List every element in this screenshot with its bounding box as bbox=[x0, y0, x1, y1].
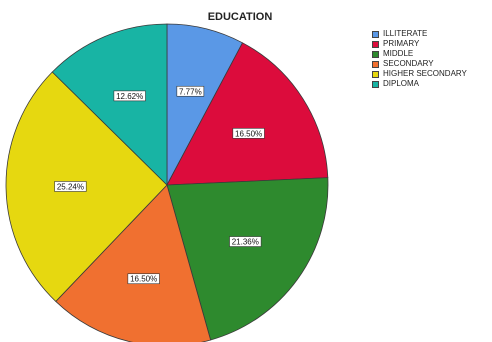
pie-slice bbox=[166, 42, 329, 186]
legend-item: HIGHER SECONDARY bbox=[372, 69, 467, 79]
slice-label-box bbox=[127, 273, 160, 285]
legend-label: MIDDLE bbox=[383, 49, 414, 58]
slice-label-text: 16.50% bbox=[235, 129, 262, 138]
legend-item: DIPLOMA bbox=[372, 79, 467, 89]
pie-slice bbox=[55, 184, 212, 342]
slice-data-label: 7.77% bbox=[176, 85, 205, 97]
slice-label-text: 7.77% bbox=[179, 87, 202, 96]
slice-label-box bbox=[54, 181, 87, 192]
pie-slice bbox=[166, 177, 329, 341]
slice-label-box bbox=[229, 236, 262, 247]
slice-data-label: 21.36% bbox=[229, 236, 262, 247]
legend-item: SECONDARY bbox=[372, 59, 467, 69]
chart-title: EDUCATION bbox=[207, 11, 273, 23]
legend-item: ILLITERATE bbox=[372, 29, 467, 39]
slice-data-label: 16.50% bbox=[232, 128, 265, 139]
slice-data-label: 25.24% bbox=[54, 181, 87, 192]
legend-label: PRIMARY bbox=[383, 39, 420, 48]
legend-swatch bbox=[372, 60, 379, 68]
slice-label-box bbox=[232, 128, 265, 139]
legend-swatch bbox=[372, 50, 379, 58]
pie-slice bbox=[51, 23, 168, 186]
slice-data-label: 16.50% bbox=[127, 273, 160, 285]
slice-label-box bbox=[113, 90, 146, 102]
slice-label-text: 12.62% bbox=[116, 92, 143, 101]
slice-label-box bbox=[176, 85, 205, 97]
slice-data-label: 12.62% bbox=[113, 90, 146, 102]
legend-label: DIPLOMA bbox=[383, 79, 420, 88]
slice-label-text: 25.24% bbox=[57, 182, 84, 191]
legend-swatch bbox=[372, 70, 379, 78]
legend-label: SECONDARY bbox=[383, 59, 434, 68]
legend-item: MIDDLE bbox=[372, 49, 467, 59]
slice-label-text: 16.50% bbox=[130, 275, 157, 284]
legend-label: HIGHER SECONDARY bbox=[383, 69, 467, 78]
legend-swatch bbox=[372, 30, 379, 38]
legend: ILLITERATE PRIMARY MIDDLE SECONDARY HIGH… bbox=[372, 29, 467, 89]
legend-item: PRIMARY bbox=[372, 39, 467, 49]
legend-swatch bbox=[372, 80, 379, 88]
legend-label: ILLITERATE bbox=[383, 29, 428, 38]
slice-label-text: 21.36% bbox=[232, 238, 259, 247]
legend-swatch bbox=[372, 40, 379, 48]
